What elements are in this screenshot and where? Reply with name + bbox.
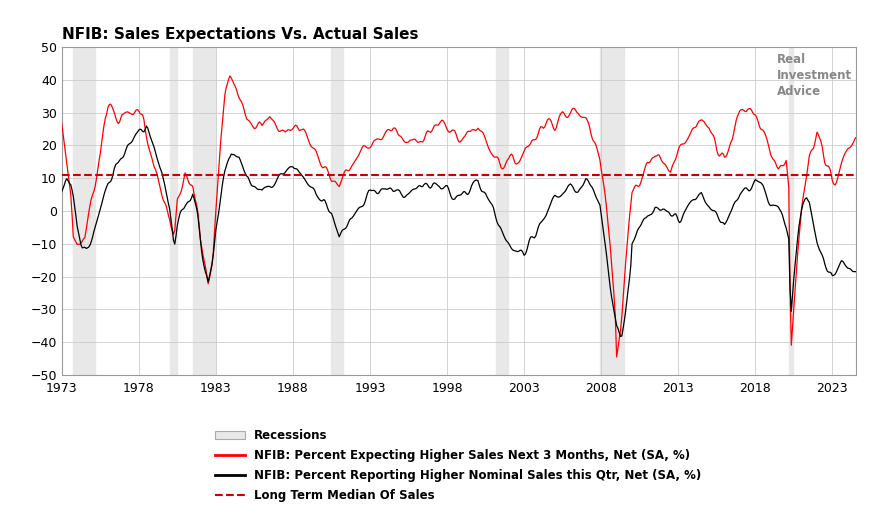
Bar <box>332 47 343 375</box>
Legend: Recessions, NFIB: Percent Expecting Higher Sales Next 3 Months, Net (SA, %), NFI: Recessions, NFIB: Percent Expecting High… <box>211 425 706 507</box>
Bar <box>789 47 793 375</box>
Bar <box>73 47 95 375</box>
Bar <box>496 47 507 375</box>
Bar <box>169 47 177 375</box>
Text: Real
Investment
Advice: Real Investment Advice <box>776 54 851 98</box>
Text: NFIB: Sales Expectations Vs. Actual Sales: NFIB: Sales Expectations Vs. Actual Sale… <box>62 27 418 42</box>
Bar <box>600 47 624 375</box>
Bar <box>193 47 214 375</box>
